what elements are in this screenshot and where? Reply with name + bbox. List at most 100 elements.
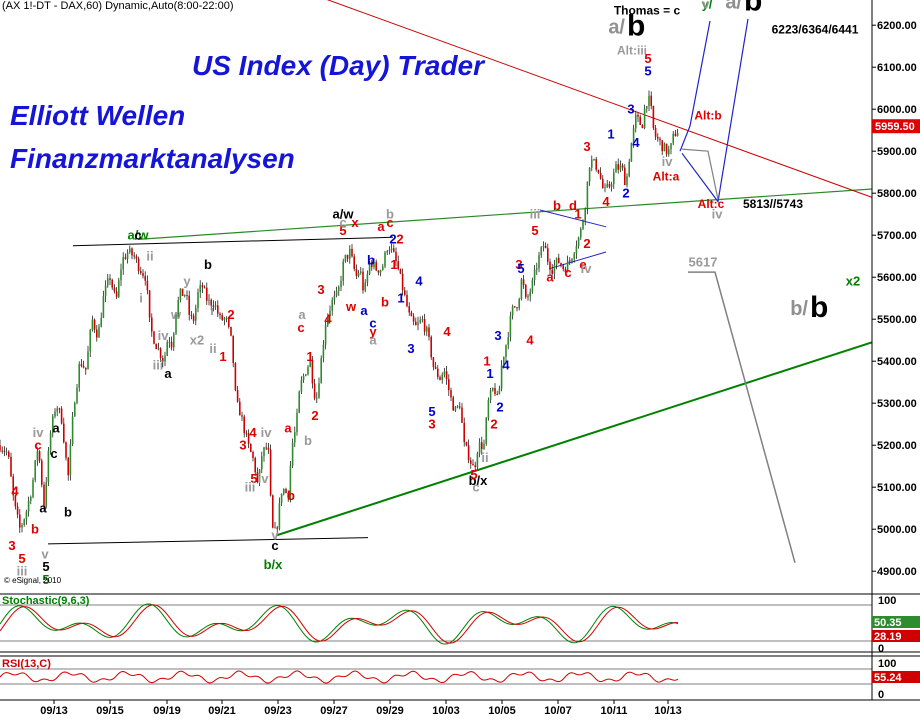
candle-body	[371, 261, 373, 268]
candle-body	[487, 399, 490, 418]
candle-body	[239, 401, 241, 416]
candle-body	[342, 261, 344, 281]
wave-label: 5	[428, 404, 435, 419]
candle-body	[531, 280, 534, 292]
candle-body	[148, 290, 151, 318]
candle-body	[159, 348, 162, 359]
price-tick-label: 5200.00	[877, 440, 917, 452]
wave-label: c	[339, 215, 346, 230]
candle-body	[602, 178, 604, 188]
candle-body	[650, 95, 652, 107]
candle-body	[151, 317, 153, 332]
time-tick-label: 09/27	[320, 705, 348, 717]
candle-body	[157, 348, 160, 350]
time-tick-label: 09/13	[40, 705, 68, 717]
candle-body	[236, 390, 239, 402]
candle-body	[377, 270, 380, 273]
candle-body	[558, 257, 560, 264]
candle-body	[58, 408, 61, 410]
candle-body	[362, 271, 364, 291]
candle-body	[1, 450, 3, 452]
candle-body	[129, 248, 131, 253]
price-tick-label: 5100.00	[877, 482, 917, 494]
candle-body	[562, 265, 564, 270]
candle-body	[652, 106, 655, 129]
candle-body	[430, 336, 432, 358]
time-tick-label: 10/03	[432, 705, 460, 717]
wave-label: 1	[607, 127, 614, 142]
wave-label: 5	[531, 223, 538, 238]
big-wave-label-grey: a/	[725, 0, 742, 13]
candle-body	[461, 407, 463, 423]
time-tick-label: 09/21	[208, 705, 236, 717]
candle-body	[393, 248, 395, 252]
candle-body	[168, 341, 171, 343]
wave-label: a	[298, 307, 306, 322]
wave-label: 4	[415, 274, 423, 289]
wave-label: iv	[662, 154, 674, 169]
candle-body	[454, 406, 457, 411]
candle-body	[45, 482, 47, 506]
projection-y-line	[679, 20, 711, 152]
candle-body	[595, 158, 597, 170]
wave-label: x2	[846, 274, 860, 289]
wave-label: y/	[702, 0, 713, 11]
candle-body	[509, 315, 512, 338]
candle-body	[69, 444, 72, 476]
wave-label: b	[31, 521, 39, 536]
candle-body	[74, 402, 76, 417]
time-axis: 09/13 09/15 09/19 09/21 09/23 09/27 09/29 10/03…	[0, 699, 920, 717]
candle-body	[261, 456, 263, 470]
candle-body	[494, 388, 496, 395]
candle-body	[199, 285, 201, 293]
wave-label: 1	[483, 353, 490, 368]
candle-body	[177, 299, 179, 315]
candle-body	[617, 164, 619, 170]
candle-body	[76, 387, 78, 403]
candle-body	[258, 469, 261, 483]
stochastic-last-box	[872, 616, 920, 628]
candle-body	[212, 305, 215, 307]
time-tick-label: 10/07	[544, 705, 572, 717]
candle-body	[133, 255, 135, 257]
wave-label: 2	[490, 416, 497, 431]
wave-label: b	[381, 295, 389, 310]
candle-body	[483, 443, 485, 449]
candle-body	[14, 495, 17, 507]
candle-body	[47, 450, 50, 483]
candle-body	[463, 422, 465, 443]
wave-label: a	[164, 366, 172, 381]
candle-body	[599, 172, 602, 179]
big-wave-label: b	[744, 0, 762, 17]
candle-body	[291, 442, 294, 466]
wave-label: iv	[261, 425, 273, 440]
candle-body	[126, 252, 129, 259]
candle-body	[507, 337, 509, 346]
wave-label: 5813//5743	[743, 197, 803, 211]
candle-body	[395, 251, 397, 262]
candle-body	[294, 432, 296, 443]
wave-label: c	[271, 538, 278, 553]
upper-channel-line	[137, 188, 873, 240]
esignal-watermark: © eSignal, 2010	[4, 576, 62, 585]
price-tick-label: 5600.00	[877, 272, 917, 284]
candle-body	[98, 326, 100, 338]
candle-body	[549, 261, 551, 270]
candle-body	[104, 285, 107, 297]
candle-body	[298, 391, 300, 413]
candle-body	[536, 268, 538, 270]
candle-body	[533, 269, 536, 281]
candle-body	[351, 248, 353, 257]
candle-body	[170, 341, 173, 348]
candle-body	[496, 394, 498, 396]
candle-body	[619, 165, 622, 170]
wave-label: 2	[583, 236, 590, 251]
candle-body	[210, 299, 212, 306]
wave-labels: a/w a/w b/x b/x y/Thomas = c 6223/6364/6441 Al…	[8, 0, 860, 587]
candle-body	[208, 299, 210, 301]
candle-body	[285, 489, 287, 494]
wave-label: c	[472, 479, 479, 494]
wave-label: a	[546, 269, 554, 284]
candle-body	[217, 305, 219, 314]
candle-body	[221, 315, 223, 320]
